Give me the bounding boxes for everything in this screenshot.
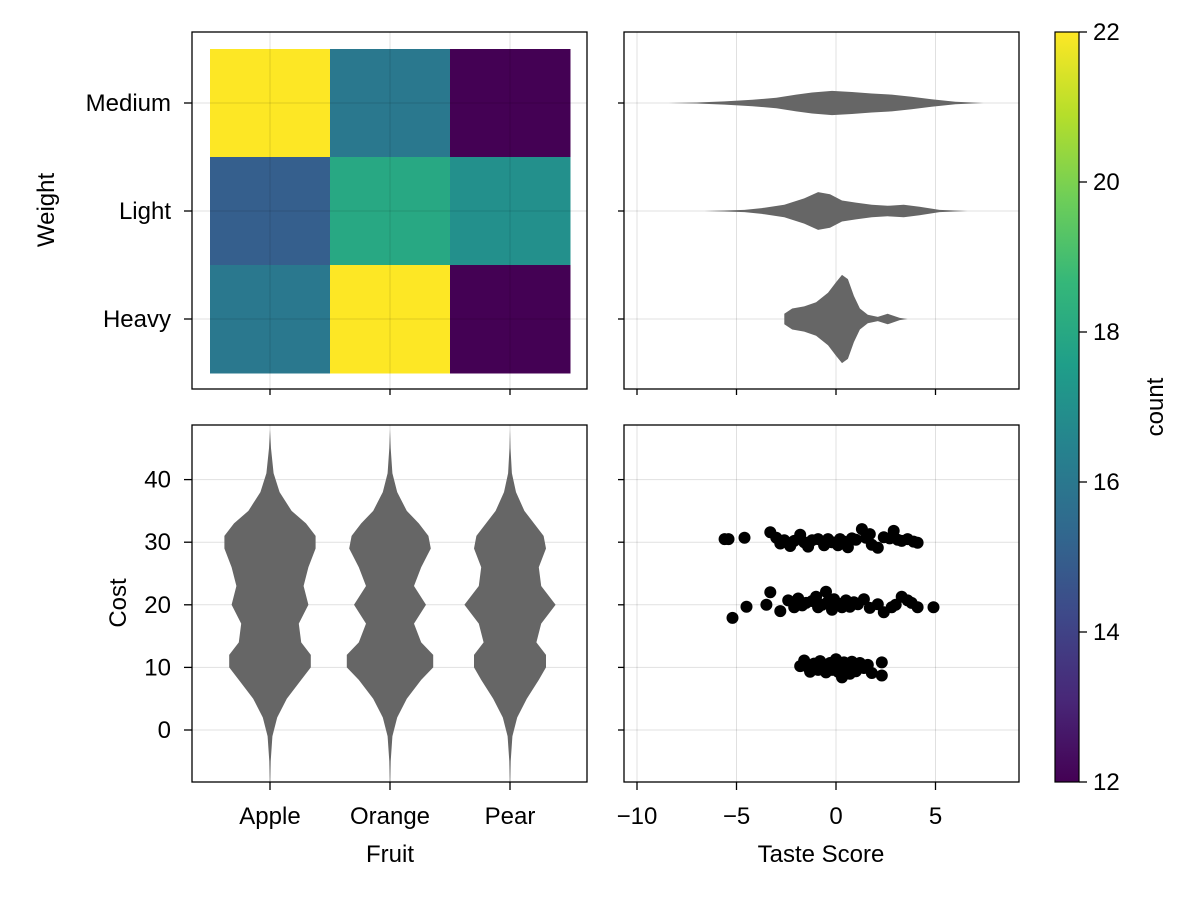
colorbar-tick-label: 16	[1093, 469, 1120, 496]
taste-violins	[668, 90, 984, 364]
scatter-point	[774, 605, 787, 618]
fruit-x-tick-label: Pear	[485, 803, 536, 830]
colorbar-tick-label: 12	[1093, 769, 1120, 796]
scatter-point	[849, 533, 862, 546]
taste-violin-panel	[618, 31, 1020, 395]
fruit-x-ticks: Apple Orange Pear	[239, 782, 535, 830]
scatter-point	[911, 536, 924, 549]
taste-x-tick-label: −10	[617, 803, 658, 830]
scatter-point	[871, 541, 884, 554]
scatter-point	[865, 667, 878, 679]
heatmap-cell	[330, 265, 451, 374]
cost-y-tick-label: 40	[144, 467, 171, 494]
heatmap-gridlines	[192, 32, 587, 389]
cost-violin-panel: 0 10 20 30 40 Apple Orange Pear Cost Fruit	[105, 424, 588, 868]
scatter-point	[726, 611, 739, 624]
taste-x-tick-label: −5	[723, 803, 750, 830]
colorbar: 12 14 16 18 20 22 count	[1054, 19, 1169, 796]
taste-violin-frame	[623, 31, 1020, 390]
colorbar-tick-label: 14	[1093, 619, 1120, 646]
scatter-frame	[623, 424, 1020, 783]
fruit-xlabel: Fruit	[366, 841, 414, 868]
heatmap-cell	[330, 49, 451, 158]
cost-violin-apple	[224, 429, 316, 782]
scatter-point	[863, 528, 876, 541]
scatter-points	[718, 523, 940, 684]
cost-violin-pear	[464, 429, 556, 782]
heatmap-cells	[210, 49, 571, 374]
cost-y-tick-label: 20	[144, 592, 171, 619]
cost-y-tick-label: 10	[144, 654, 171, 681]
heatmap-cell	[450, 265, 571, 374]
heatmap-panel: Heavy Light Medium Weight	[33, 31, 588, 395]
scatter-point	[740, 600, 753, 613]
heatmap-cell	[210, 157, 331, 266]
taste-xlabel: Taste Score	[758, 841, 885, 868]
heatmap-ylabel: Weight	[33, 173, 60, 248]
heatmap-cell	[210, 265, 331, 374]
colorbar-tick-label: 22	[1093, 19, 1120, 46]
taste-x-tick-label: 0	[829, 803, 842, 830]
cost-ylabel: Cost	[105, 578, 132, 628]
heatmap-cell	[450, 49, 571, 158]
heatmap-cell	[450, 157, 571, 266]
colorbar-tick-label: 18	[1093, 319, 1120, 346]
heatmap-y-tick-label: Medium	[86, 90, 171, 117]
scatter-point	[820, 585, 832, 598]
colorbar-tick-label: 20	[1093, 169, 1120, 196]
cost-y-tick-label: 0	[158, 717, 171, 744]
scatter-point	[722, 533, 735, 546]
taste-x-tick-label: 5	[929, 803, 942, 830]
scatter-point	[911, 601, 924, 614]
heatmap-cell	[330, 157, 451, 266]
cost-violins	[224, 429, 556, 782]
taste-violin-heavy	[784, 274, 908, 364]
taste-violin-light	[704, 192, 968, 230]
scatter-point	[875, 669, 888, 682]
scatter-point	[738, 531, 751, 544]
colorbar-ticks: 12 14 16 18 20 22	[1079, 19, 1120, 796]
taste-violin-medium	[668, 90, 984, 116]
heatmap-y-tick-label: Light	[119, 198, 171, 225]
colorbar-label: count	[1142, 377, 1169, 436]
taste-x-ticks: −10 −5 0 5	[617, 782, 942, 830]
cost-y-ticks: 0 10 20 30 40	[144, 467, 192, 744]
scatter-point	[927, 601, 940, 614]
fruit-x-tick-label: Orange	[350, 803, 430, 830]
fruit-x-tick-label: Apple	[239, 803, 300, 830]
heatmap-cell	[210, 49, 331, 158]
cost-y-tick-label: 30	[144, 529, 171, 556]
scatter-point	[857, 593, 870, 606]
scatter-panel: −10 −5 0 5 Taste Score	[617, 424, 1020, 868]
scatter-point	[875, 656, 888, 669]
colorbar-gradient	[1054, 31, 1080, 783]
scatter-point	[764, 586, 777, 599]
heatmap-y-tick-label: Heavy	[103, 306, 171, 333]
cost-violin-orange	[346, 429, 434, 782]
scatter-point	[760, 598, 773, 611]
heatmap-y-ticks: Heavy Light Medium	[86, 90, 511, 395]
